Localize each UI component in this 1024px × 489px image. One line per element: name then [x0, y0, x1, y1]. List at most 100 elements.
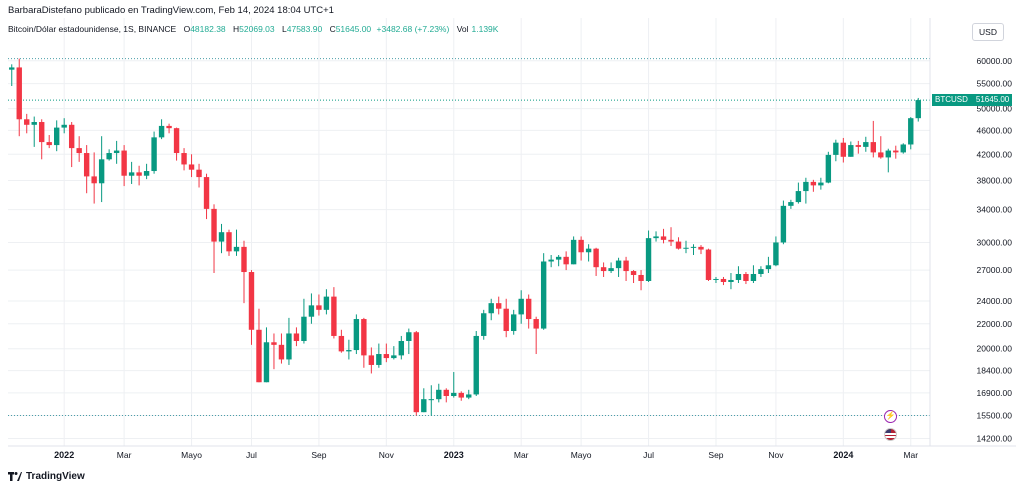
candle: [555, 254, 562, 267]
candle-body: [540, 261, 547, 329]
candle: [203, 173, 210, 220]
candle: [443, 388, 449, 403]
candle-body: [555, 256, 562, 260]
us-flag-icon[interactable]: [884, 428, 897, 441]
candle-body: [735, 273, 742, 280]
open-value: 48182.38: [190, 24, 226, 34]
candle-body: [818, 182, 824, 186]
candle-body: [773, 242, 779, 266]
candle-body: [398, 340, 405, 356]
candle: [256, 308, 262, 383]
candle: [98, 136, 105, 203]
candle: [743, 272, 749, 285]
candle: [630, 270, 637, 284]
x-tick-label: Sep: [708, 450, 723, 460]
candle-body: [121, 150, 127, 176]
candle-body: [263, 342, 270, 383]
y-tick-label: 38000.00: [977, 176, 1013, 186]
y-tick-label: 15500.00: [977, 411, 1013, 421]
candle-body: [481, 313, 487, 336]
symbol-name: Bitcoin/Dólar estadounidense, 1S, BINANC…: [8, 24, 177, 34]
candle-body: [271, 342, 277, 345]
candle: [525, 294, 532, 329]
candle-body: [825, 154, 832, 183]
candle-body: [218, 232, 225, 242]
candle: [91, 152, 97, 204]
candle-body: [451, 392, 457, 397]
candle-body: [308, 305, 315, 317]
candle: [263, 327, 270, 383]
candle: [346, 339, 352, 360]
candle: [39, 119, 45, 160]
candle-body: [548, 259, 554, 262]
candle-body: [870, 142, 877, 153]
last-price-tag: BTCUSD 51645.00: [932, 94, 1013, 107]
candle: [113, 140, 120, 164]
candle: [608, 262, 614, 274]
candle-body: [143, 171, 150, 176]
candle: [383, 343, 390, 363]
candle: [533, 316, 539, 355]
candle: [563, 251, 569, 271]
candle-body: [795, 191, 802, 203]
candle: [840, 137, 847, 163]
low-value: 47583.90: [286, 24, 323, 34]
candle-body: [728, 279, 734, 282]
candle: [158, 119, 165, 140]
candle: [795, 182, 802, 204]
candle-body: [533, 319, 539, 329]
candle: [645, 230, 652, 282]
candle: [76, 136, 82, 162]
candle-body: [915, 100, 921, 119]
candle: [166, 123, 172, 134]
candle: [61, 118, 67, 134]
candle-body: [151, 137, 157, 172]
candle: [31, 116, 37, 147]
candle: [173, 127, 180, 161]
candle: [870, 120, 877, 158]
candle-body: [76, 148, 82, 154]
candle-body: [893, 150, 899, 153]
candle: [83, 145, 90, 194]
candle: [121, 145, 127, 187]
low-label: L: [282, 24, 287, 34]
y-tick-label: 30000.00: [977, 237, 1013, 247]
currency-button[interactable]: USD: [972, 23, 1004, 41]
candle: [458, 391, 464, 401]
candle: [308, 293, 315, 324]
candle: [518, 290, 524, 324]
grid: [8, 18, 930, 446]
candle: [803, 177, 809, 204]
candle: [128, 161, 135, 184]
candle-body: [675, 241, 682, 249]
candle-body: [908, 118, 914, 145]
candle-body: [436, 389, 442, 400]
candle-body: [466, 394, 472, 398]
candle: [773, 236, 779, 267]
x-tick-label: Jul: [246, 450, 257, 460]
candle-body: [158, 125, 165, 138]
candle-body: [233, 246, 240, 252]
candle-body: [346, 350, 352, 352]
candle-body: [31, 122, 37, 125]
candle: [720, 276, 727, 286]
candle: [615, 257, 622, 277]
candle-body: [525, 298, 532, 320]
candle-body: [323, 296, 330, 310]
candle-body: [421, 399, 427, 413]
candle: [248, 270, 255, 345]
candle-body: [293, 333, 300, 341]
candle-body: [705, 249, 712, 280]
candle: [578, 236, 584, 261]
candle-body: [623, 260, 629, 272]
candle: [758, 266, 764, 277]
candle: [211, 204, 217, 274]
y-tick-label: 20000.00: [977, 344, 1013, 354]
candle-body: [136, 172, 142, 176]
candle-body: [885, 150, 891, 158]
candle-body: [690, 246, 697, 248]
candle-body: [668, 239, 674, 242]
candle-body: [660, 236, 667, 240]
lightning-icon[interactable]: ⚡: [884, 410, 897, 423]
